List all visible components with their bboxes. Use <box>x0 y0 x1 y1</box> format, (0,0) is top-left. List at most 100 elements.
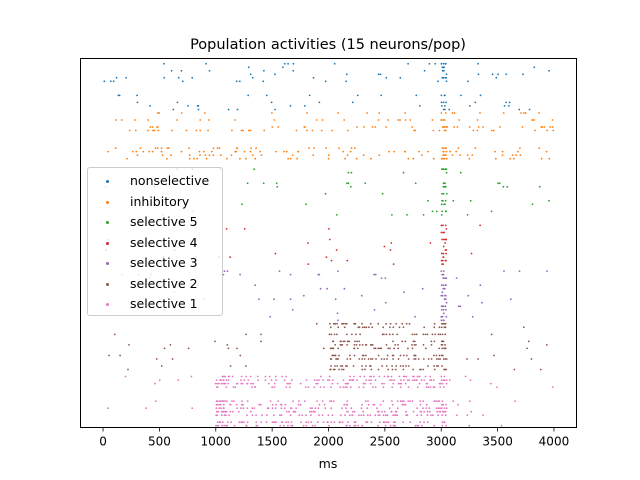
spike-dot <box>367 403 370 406</box>
spike-dot <box>435 365 438 367</box>
spike-dot <box>337 347 339 350</box>
spike-dot <box>453 126 456 128</box>
spike-dot <box>365 326 368 329</box>
spike-dot <box>353 354 356 357</box>
spike-dot <box>158 379 161 381</box>
spike-dot <box>442 252 445 255</box>
spike-dot <box>222 403 225 406</box>
spike-dot <box>439 358 441 360</box>
spike-dot <box>151 126 154 128</box>
spike-dot <box>442 312 445 315</box>
spike-dot <box>273 414 275 417</box>
x-axis-label: ms <box>319 456 338 471</box>
spike-dot <box>441 259 444 262</box>
spike-dot <box>477 126 480 128</box>
spike-dot <box>534 129 536 132</box>
spike-dot <box>371 344 374 346</box>
spike-dot <box>439 333 442 336</box>
spike-dot <box>503 105 506 107</box>
spike-dot <box>391 400 393 402</box>
spike-dot <box>339 365 342 367</box>
spike-dot <box>440 375 443 378</box>
spike-dot <box>322 421 325 424</box>
spike-dot <box>346 365 348 367</box>
spike-dot <box>212 147 215 150</box>
spike-dot <box>417 424 420 427</box>
spike-dot <box>352 365 355 367</box>
spike-dot <box>147 129 149 132</box>
spike-dot <box>271 386 274 388</box>
spike-dot <box>511 154 514 157</box>
spike-dot <box>397 358 400 360</box>
spike-dot <box>258 403 261 406</box>
spike-dot <box>218 407 221 410</box>
spike-dot <box>249 129 252 132</box>
spike-dot <box>167 147 170 150</box>
spike-dot <box>294 410 297 413</box>
spike-dot <box>344 322 347 325</box>
spike-dot <box>443 407 446 410</box>
spike-dot <box>166 157 168 160</box>
spike-dot <box>225 410 228 413</box>
spike-dot <box>430 344 433 346</box>
spike-dot <box>292 62 295 65</box>
spike-dot <box>548 69 550 72</box>
spike-dot <box>428 62 431 65</box>
spike-dot <box>470 410 473 413</box>
spike-dot <box>345 73 348 76</box>
spike-dot <box>387 368 390 371</box>
spike-dot <box>163 62 165 65</box>
spike-dot <box>407 347 409 350</box>
spike-dot <box>156 147 159 150</box>
spike-dot <box>259 403 262 406</box>
spike-dot <box>444 326 447 329</box>
spike-dot <box>383 358 386 360</box>
spike-dot <box>418 382 421 385</box>
spike-dot <box>218 382 220 385</box>
spike-dot <box>383 333 385 336</box>
spike-dot <box>346 182 348 185</box>
spike-dot <box>224 382 227 385</box>
spike-dot <box>407 62 409 65</box>
spike-dot <box>427 358 430 360</box>
spike-dot <box>354 424 357 427</box>
spike-dot <box>249 375 252 378</box>
spike-dot <box>222 410 225 413</box>
spike-dot <box>343 340 346 343</box>
spike-dot <box>334 354 337 357</box>
spike-dot <box>444 105 446 107</box>
spike-dot <box>420 368 422 371</box>
spike-dot <box>332 322 335 325</box>
spike-dot <box>468 424 471 427</box>
spike-dot <box>382 386 385 388</box>
spike-dot <box>526 347 528 350</box>
spike-dot <box>237 410 240 413</box>
spike-dot <box>324 80 327 83</box>
spike-dot <box>109 80 112 83</box>
spike-dot <box>274 375 277 378</box>
spike-dot <box>407 365 410 367</box>
spike-dot <box>246 382 249 385</box>
spike-dot <box>301 414 304 417</box>
spike-dot <box>246 414 248 417</box>
spike-dot <box>448 108 451 111</box>
spike-dot <box>330 333 333 336</box>
spike-dot <box>349 185 352 188</box>
spike-dot <box>238 80 241 83</box>
spike-dot <box>281 375 284 378</box>
spike-dot <box>429 386 432 388</box>
spike-dot <box>274 73 276 76</box>
spike-dot <box>505 101 507 104</box>
spike-dot <box>390 410 393 413</box>
spike-dot <box>296 157 298 160</box>
spike-dot <box>339 414 342 417</box>
legend-marker <box>106 241 109 245</box>
spike-dot <box>119 354 121 357</box>
spike-dot <box>136 154 139 157</box>
spike-dot <box>440 94 443 97</box>
spike-dot <box>364 382 366 385</box>
spike-dot <box>392 340 394 343</box>
spike-dot <box>328 375 331 378</box>
spike-dot <box>416 414 418 417</box>
spike-dot <box>330 400 333 402</box>
